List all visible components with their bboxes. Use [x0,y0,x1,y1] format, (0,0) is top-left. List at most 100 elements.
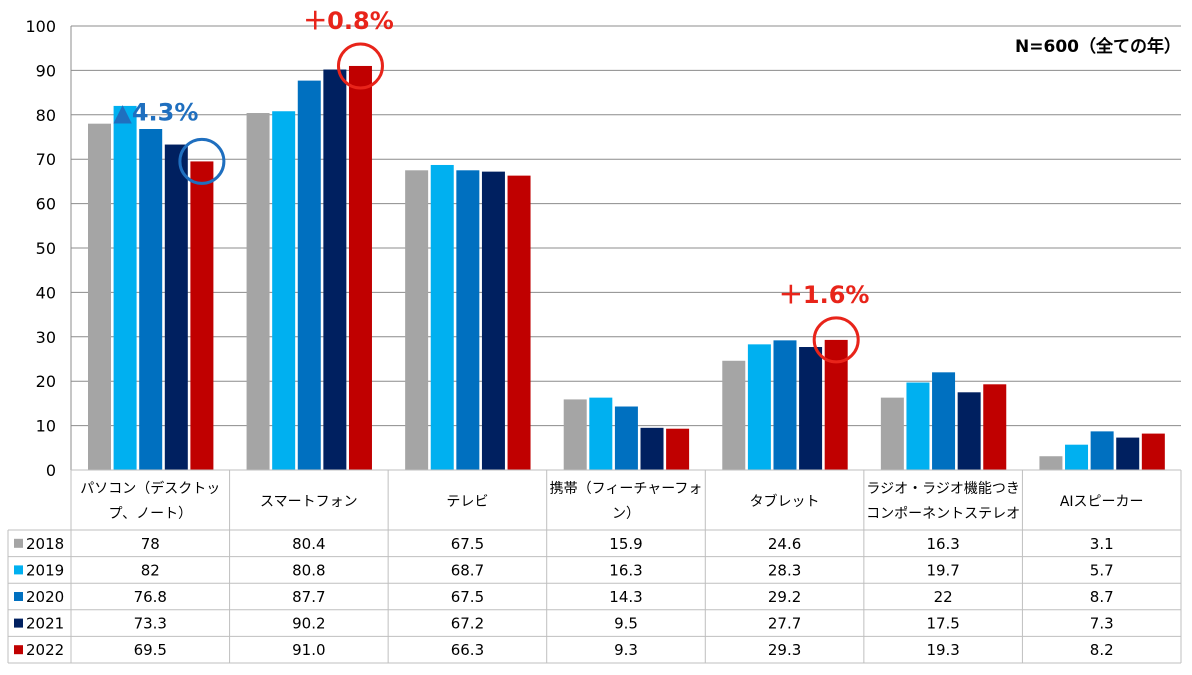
table-value: 66.3 [451,641,484,659]
table-value: 14.3 [609,588,642,606]
table-value: 15.9 [609,535,642,553]
bar-2018 [88,123,111,471]
highlight-circle [178,137,226,185]
bar-2021 [799,347,823,470]
table-value: 8.7 [1090,588,1114,606]
table-value: 67.5 [451,588,484,606]
bar-2019 [906,382,930,470]
table-value: 80.4 [292,535,325,553]
table-value: 28.3 [768,561,801,579]
bar-2018 [880,397,904,470]
bar-2022 [983,384,1007,470]
table-value: 24.6 [768,535,801,553]
y-tick-label: 10 [36,417,56,436]
bar-2020 [773,340,797,470]
legend-key-2022 [14,645,23,655]
legend-key-2018 [14,538,23,548]
category-label: タブレット [750,493,820,510]
bar-2020 [139,129,163,470]
change-annotation: ＋0.8% [303,7,394,35]
bar-2019 [589,397,613,470]
bar-2020 [456,170,480,471]
table-value: 29.3 [768,641,801,659]
bar-2021 [481,171,505,470]
legend-label: 2022 [26,641,64,659]
y-tick-label: 100 [25,17,56,36]
table-value: 69.5 [134,641,167,659]
legend-key-2020 [14,592,23,601]
legend-label: 2018 [26,535,64,553]
table-value: 3.1 [1090,535,1114,553]
table-value: 5.7 [1090,561,1114,579]
y-tick-label: 70 [36,150,56,169]
y-tick-label: 60 [36,195,56,214]
table-value: 22 [934,588,953,606]
table-value: 27.7 [768,615,801,633]
legend-label: 2019 [26,561,64,579]
bar-2019 [1065,444,1089,470]
category-label: テレビ [446,494,488,510]
bar-2019 [430,164,454,471]
table-value: 8.2 [1090,641,1114,659]
bar-2020 [297,80,321,470]
table-value: 67.5 [451,535,484,553]
table-value: 78 [141,535,160,553]
table-value: 80.8 [292,561,325,579]
bar-2021 [1116,437,1140,470]
highlight-circle [336,42,384,90]
category-label: プ、ノート） [108,506,192,522]
bar-2022 [824,339,848,470]
bar-2020 [1090,431,1114,470]
bar-2018 [405,170,429,471]
table-value: 19.3 [926,641,959,659]
category-label: スマートフォン [260,494,358,510]
table-value: 17.5 [926,615,959,633]
table-value: 9.5 [614,615,638,633]
y-tick-label: 0 [46,461,56,480]
bar-2018 [722,360,746,470]
table-value: 16.3 [609,561,642,579]
bar-2022 [507,175,531,471]
table-value: 82 [141,561,160,579]
legend-label: 2021 [26,615,64,633]
table-value: 16.3 [926,535,959,553]
y-tick-label: 30 [36,328,56,347]
table-value: 29.2 [768,588,801,606]
bar-2021 [323,69,347,471]
y-tick-label: 50 [36,239,56,258]
category-label: パソコン（デスクトッ [80,480,220,497]
bar-2020 [932,372,956,470]
legend-key-2021 [14,618,23,628]
y-tick-label: 80 [36,106,56,125]
sample-size-note: N=600（全ての年） [1015,36,1181,57]
category-label: 携帯（フィーチャーフォ [550,481,703,497]
table-value: 67.2 [451,615,484,633]
y-tick-label: 40 [36,283,56,302]
table-value: 87.7 [292,588,325,606]
table-value: 91.0 [292,641,325,659]
bar-2018 [563,399,587,470]
bar-2021 [640,427,664,470]
bar-2022 [348,65,372,471]
table-value: 76.8 [134,588,167,606]
bar-2022 [190,161,214,471]
y-tick-label: 90 [36,61,56,80]
bar-2018 [1039,456,1063,470]
bar-2019 [747,344,771,470]
category-label: ン） [612,506,640,522]
table-value: 68.7 [451,561,484,579]
bar-2018 [246,113,270,471]
table-value: 7.3 [1090,615,1114,633]
category-label: AIスピーカー [1060,494,1144,510]
change-annotation: ▲4.3% [113,98,198,126]
bar-2022 [1141,433,1165,470]
bar-2019 [272,111,296,471]
table-value: 19.7 [926,561,959,579]
bar-2019 [113,105,137,471]
category-label: コンポーネントステレオ [866,506,1020,522]
table-value: 90.2 [292,615,325,633]
change-annotation: ＋1.6% [779,281,870,309]
category-label: ラジオ・ラジオ機能つき [866,481,1019,497]
bar-2022 [666,428,690,470]
